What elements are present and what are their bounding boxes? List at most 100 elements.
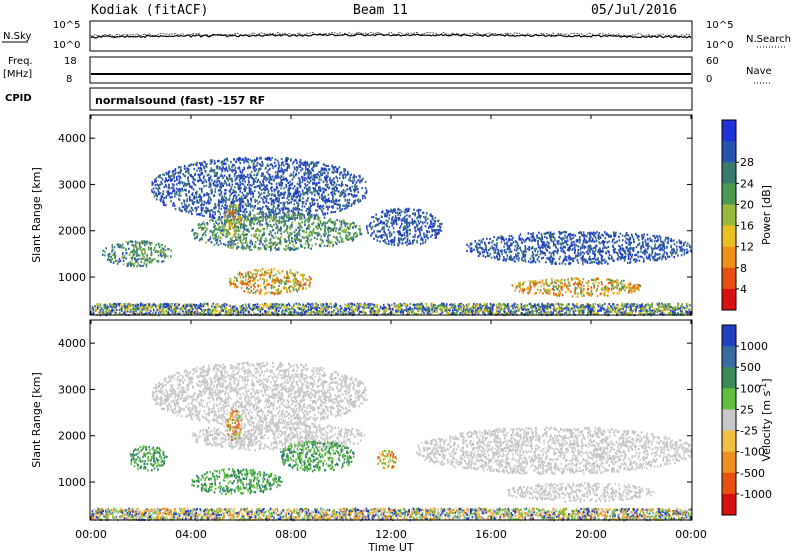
echo-cell (123, 247, 125, 249)
echo-cell (323, 214, 325, 216)
echo-cell (328, 187, 330, 189)
echo-cell (326, 183, 328, 185)
echo-cell (324, 213, 326, 215)
echo-cell (140, 242, 142, 244)
echo-cell (636, 254, 638, 256)
echo-cell (416, 210, 418, 212)
echo-cell (287, 163, 289, 165)
echo-cell (321, 194, 323, 196)
echo-cell (328, 168, 330, 170)
echo-cell (239, 274, 241, 276)
echo-cell (160, 198, 162, 200)
echo-cell (214, 170, 216, 172)
echo-cell (538, 245, 540, 247)
echo-cell (187, 207, 189, 209)
echo-cell (213, 182, 215, 184)
echo-cell (216, 172, 218, 174)
echo-cell (537, 237, 539, 239)
echo-cell (235, 170, 237, 172)
echo-cell (628, 256, 630, 258)
echo-cell (373, 221, 375, 223)
echo-cell (234, 159, 236, 161)
echo-cell (550, 260, 552, 262)
echo-cell (672, 252, 674, 254)
echo-cell (278, 292, 280, 294)
echo-cell (274, 232, 276, 234)
echo-cell (268, 292, 270, 294)
echo-cell (503, 259, 505, 261)
echo-cell (220, 168, 222, 170)
echo-cell (651, 251, 653, 253)
echo-cell (248, 230, 250, 232)
echo-cell (309, 214, 311, 216)
echo-cell (297, 232, 299, 234)
echo-cell (276, 242, 278, 244)
echo-cell (664, 247, 666, 249)
echo-cell (249, 247, 251, 249)
echo-cell (221, 216, 223, 218)
echo-cell (296, 166, 298, 168)
echo-cell (300, 163, 302, 165)
echo-cell (309, 177, 311, 179)
echo-cell (525, 248, 527, 250)
echo-cell (255, 291, 257, 293)
echo-cell (632, 249, 634, 251)
echo-cell (154, 247, 156, 249)
echo-cell (408, 208, 410, 210)
echo-cell (284, 169, 286, 171)
echo-cell (225, 204, 227, 206)
echo-cell (229, 279, 231, 281)
echo-cell (263, 188, 265, 190)
echo-cell (339, 173, 341, 175)
echo-cell (335, 200, 337, 202)
echo-cell (340, 236, 342, 238)
echo-cell (259, 157, 261, 159)
echo-cell (332, 179, 334, 181)
echo-cell (304, 224, 306, 226)
echo-cell (346, 223, 348, 225)
echo-cell (231, 223, 233, 225)
echo-cell (511, 250, 513, 252)
echo-cell (418, 213, 420, 215)
echo-cell (233, 189, 235, 191)
echo-cell (628, 239, 630, 241)
echo-cell (279, 194, 281, 196)
echo-cell (195, 184, 197, 186)
echo-cell (434, 220, 436, 222)
echo-cell (586, 242, 588, 244)
echo-cell (285, 163, 287, 165)
echo-cell (277, 174, 279, 176)
echo-cell (333, 172, 335, 174)
echo-cell (253, 178, 255, 180)
echo-cell (326, 239, 328, 241)
echo-cell (407, 238, 409, 240)
echo-cell (211, 159, 213, 161)
echo-cell (248, 165, 250, 167)
echo-cell (254, 160, 256, 162)
echo-cell (336, 219, 338, 221)
echo-cell (199, 188, 201, 190)
echo-cell (214, 171, 216, 173)
echo-cell (679, 246, 681, 248)
echo-cell (631, 234, 633, 236)
echo-cell (253, 288, 255, 290)
echo-cell (213, 237, 215, 239)
echo-cell (551, 235, 553, 237)
echo-cell (553, 254, 555, 256)
echo-cell (390, 211, 392, 213)
echo-cell (271, 157, 273, 159)
echo-cell (317, 173, 319, 175)
echo-cell (221, 205, 223, 207)
echo-cell (146, 263, 148, 265)
echo-cell (226, 231, 228, 233)
echo-cell (141, 250, 143, 252)
echo-cell (421, 236, 423, 238)
echo-cell (308, 217, 310, 219)
echo-cell (224, 168, 226, 170)
echo-cell (278, 217, 280, 219)
echo-cell (207, 208, 209, 210)
echo-cell (214, 213, 216, 215)
echo-cell (339, 205, 341, 207)
echo-cell (144, 263, 146, 265)
echo-cell (193, 178, 195, 180)
